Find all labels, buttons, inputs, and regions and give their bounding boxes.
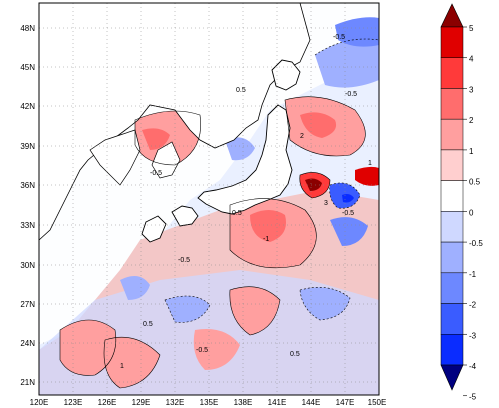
lat-tick-label: 48N bbox=[20, 24, 35, 33]
lon-tick-label: 135E bbox=[200, 398, 219, 407]
lon-tick-label: 138E bbox=[234, 398, 253, 407]
colorbar-segment bbox=[440, 334, 464, 366]
lon-tick-label: 141E bbox=[268, 398, 287, 407]
colorbar-label: -2 bbox=[469, 301, 477, 310]
colorbar-segment bbox=[440, 26, 464, 58]
contour-label-group: -0.5 -0.5 0.5 2 1 3 -0.5 0.5 -1 -0.5 0.5… bbox=[120, 34, 372, 370]
colorbar-label: -0.5 bbox=[469, 239, 483, 248]
colorbar-label: -5 bbox=[469, 393, 477, 402]
contour-label: -0.5 bbox=[345, 91, 357, 98]
colorbar-bottom-arrow bbox=[440, 364, 464, 391]
lat-tick-label: 42N bbox=[20, 102, 35, 111]
grid-lines bbox=[39, 3, 379, 395]
colorbar-segment bbox=[440, 118, 464, 151]
colorbar-segment bbox=[440, 272, 464, 304]
contour-label: -0.5 bbox=[196, 347, 208, 354]
contour-label: 1 bbox=[120, 363, 124, 370]
colorbar-label: 5 bbox=[469, 24, 474, 33]
colorbar-segment bbox=[440, 303, 464, 335]
contour-label: 3 bbox=[324, 200, 328, 207]
lat-tick-label: 39N bbox=[20, 142, 35, 151]
contour-label: -1 bbox=[263, 236, 269, 243]
colorbar-label: 0.5 bbox=[469, 178, 481, 187]
lon-tick-label: 129E bbox=[132, 398, 151, 407]
contour-label: -0.5 bbox=[178, 257, 190, 264]
lon-tick-label: 147E bbox=[336, 398, 355, 407]
colorbar-top-arrow bbox=[440, 3, 464, 28]
lon-tick-label: 123E bbox=[64, 398, 83, 407]
colorbar-label: 3 bbox=[469, 85, 474, 94]
contour-label: 1 bbox=[368, 160, 372, 167]
colorbar-label: 1 bbox=[469, 147, 474, 156]
contour-label: -0.5 bbox=[333, 34, 345, 41]
lon-tick-label: 144E bbox=[302, 398, 321, 407]
contour-label: 2 bbox=[300, 133, 304, 140]
lat-tick-label: 24N bbox=[20, 339, 35, 348]
lon-tick-label: 150E bbox=[368, 398, 387, 407]
lat-tick-label: 30N bbox=[20, 261, 35, 270]
colorbar-label: 2 bbox=[469, 116, 474, 125]
lat-axis: 48N 45N 42N 39N 36N 33N 30N 27N 24N 21N bbox=[20, 24, 35, 387]
colorbar-segment bbox=[440, 88, 464, 120]
lat-tick-label: 36N bbox=[20, 181, 35, 190]
lat-tick-label: 33N bbox=[20, 221, 35, 230]
lat-tick-label: 45N bbox=[20, 63, 35, 72]
contour-label: -0.5 bbox=[150, 170, 162, 177]
colorbar-segment bbox=[440, 180, 464, 212]
colorbar-label: -1 bbox=[469, 270, 477, 279]
colorbar-label: 4 bbox=[469, 55, 474, 64]
lat-tick-label: 27N bbox=[20, 300, 35, 309]
contour-label: 0.5 bbox=[236, 87, 246, 94]
contour-label: 0.5 bbox=[290, 351, 300, 358]
japan-islands bbox=[141, 59, 301, 243]
map-frame bbox=[38, 2, 380, 396]
contour-label: 0.5 bbox=[143, 321, 153, 328]
colorbar-label: -3 bbox=[469, 331, 477, 340]
lat-tick-label: 21N bbox=[20, 378, 35, 387]
contour-label: -0.5 bbox=[342, 210, 354, 217]
colorbar: 5 4 3 2 1 0.5 0 -0.5 -1 -2 -3 -4 -5 bbox=[440, 3, 483, 402]
colorbar-segment bbox=[440, 241, 464, 274]
contour-label: 0.5 bbox=[232, 210, 242, 217]
colorbar-label: -4 bbox=[469, 362, 477, 371]
anomaly-field bbox=[39, 3, 379, 395]
lon-tick-label: 126E bbox=[98, 398, 117, 407]
colorbar-label: 0 bbox=[469, 208, 474, 217]
lon-axis: 120E 123E 126E 129E 132E 135E 138E 141E … bbox=[30, 398, 387, 407]
colorbar-segment bbox=[440, 57, 464, 89]
colorbar-segment bbox=[440, 211, 464, 243]
colorbar-segment bbox=[440, 149, 464, 181]
lon-tick-label: 132E bbox=[166, 398, 185, 407]
lon-tick-label: 120E bbox=[30, 398, 49, 407]
